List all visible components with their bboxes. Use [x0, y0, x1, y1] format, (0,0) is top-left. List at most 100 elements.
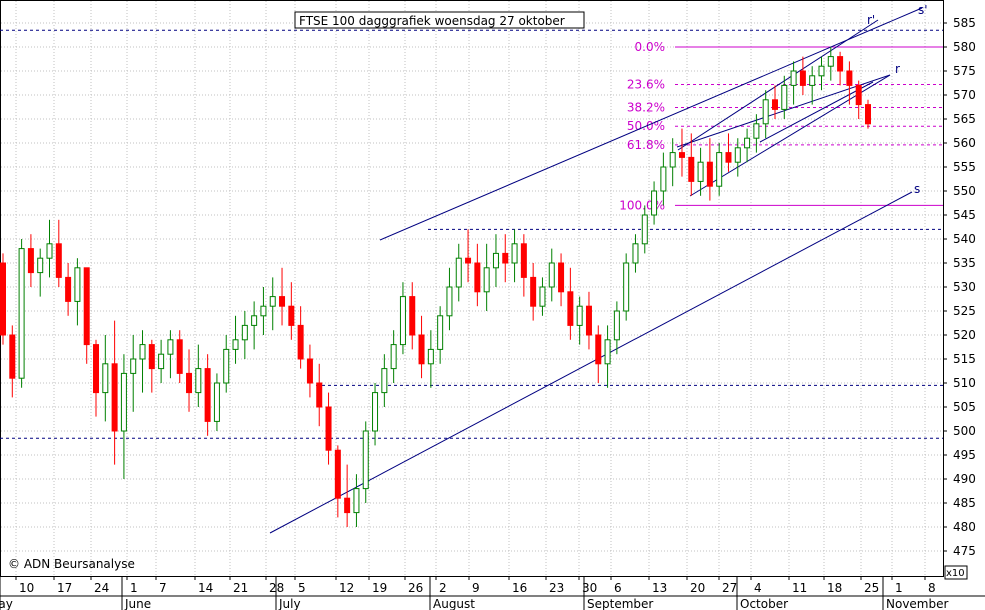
candle-down [520, 243, 527, 278]
candle-up [437, 315, 444, 350]
candle-down [725, 152, 732, 163]
x-day-label: 30 [582, 581, 597, 595]
y-tick-label: 515 [953, 352, 976, 366]
fib-level-label: 23.6% [627, 77, 665, 91]
candle-up [446, 286, 453, 317]
candle-up [483, 267, 490, 293]
candle-up [223, 348, 230, 384]
x-month-label: November [886, 597, 948, 610]
x-day-label: 1 [895, 581, 903, 595]
trendline [269, 191, 913, 534]
x-month-label: July [278, 597, 301, 610]
x-day-label: 13 [652, 581, 667, 595]
candle-down [502, 252, 509, 264]
copyright-text: © ADN Beursanalyse [8, 557, 135, 571]
x-day-label: 26 [408, 581, 423, 595]
candle-up [102, 363, 109, 394]
trendline [677, 19, 879, 151]
grid-layer [1, 1, 943, 576]
y-tick-label: 580 [953, 40, 976, 54]
candle-up [74, 267, 81, 302]
x-day-label: 4 [754, 581, 762, 595]
trendline-label-r: r [895, 62, 900, 76]
y-tick-label: 560 [953, 136, 976, 150]
candle-down [595, 334, 602, 365]
candle-up [260, 305, 267, 317]
y-tick-label: 585 [953, 16, 976, 30]
candle-up [195, 368, 202, 394]
candles [0, 47, 871, 527]
candle-up [353, 488, 360, 514]
candle-down [176, 339, 183, 374]
fib-level-label: 0.0% [635, 40, 666, 54]
y-tick-label: 480 [953, 520, 976, 534]
candle-up [37, 257, 44, 274]
candle-up [213, 382, 220, 422]
candle-down [409, 296, 416, 336]
candle-down [111, 363, 118, 432]
plot-area [0, 0, 944, 577]
candle-up [576, 305, 583, 326]
candle-down [558, 262, 565, 293]
candle-up [241, 324, 248, 341]
x-month-label: August [433, 597, 475, 610]
candle-down [297, 324, 304, 360]
candle-down [9, 334, 16, 379]
x-day-label: 5 [298, 581, 306, 595]
candle-down [688, 156, 695, 182]
y-tick-label: 540 [953, 232, 976, 246]
candle-up [251, 315, 258, 326]
candle-up [641, 214, 648, 245]
candle-down [148, 344, 155, 370]
candle-down [846, 70, 853, 86]
candle-up [734, 147, 741, 163]
y-tick-label: 520 [953, 328, 976, 342]
y-tick-label: 550 [953, 184, 976, 198]
candle-up [697, 161, 704, 182]
candle-up [660, 166, 667, 192]
y-tick-label: 485 [953, 496, 976, 510]
candle-up [604, 339, 611, 365]
candle-up [781, 84, 788, 110]
candle-up [548, 262, 555, 288]
candle-up [744, 137, 751, 149]
y-tick-label: 555 [953, 160, 976, 174]
candle-down [837, 56, 844, 72]
level-lines [0, 29, 943, 439]
candle-down [83, 267, 90, 346]
candle-up [762, 99, 769, 125]
candle-down [0, 262, 6, 336]
x-day-label: 28 [269, 581, 284, 595]
candle-up [623, 262, 630, 312]
candle-down [465, 257, 472, 264]
y-tick-label: 525 [953, 304, 976, 318]
candle-up [18, 248, 25, 379]
candle-up [455, 257, 462, 288]
candle-up [120, 372, 127, 432]
x-day-label: 14 [198, 581, 213, 595]
y-tick-label: 570 [953, 88, 976, 102]
candle-down [288, 305, 295, 326]
candle-up [632, 243, 639, 264]
y-tick-label: 575 [953, 64, 976, 78]
candle-up [381, 368, 388, 394]
x-day-label: 20 [690, 581, 705, 595]
y-tick-label: 535 [953, 256, 976, 270]
candle-down [344, 497, 351, 514]
x-day-label: 6 [614, 581, 622, 595]
candle-down [418, 334, 425, 365]
candle-up [818, 65, 825, 77]
candle-up [790, 70, 797, 86]
candle-up [539, 286, 546, 307]
x-month-label: May [0, 597, 13, 610]
x-day-label: 19 [372, 581, 387, 595]
candle-down [306, 358, 313, 384]
candle-up [809, 75, 816, 86]
candle-down [55, 243, 62, 278]
x-day-label: 8 [928, 581, 936, 595]
candle-down [855, 84, 862, 106]
x-day-label: 9 [472, 581, 480, 595]
candle-down [585, 305, 592, 336]
fibonacci-levels: 0.0%23.6%38.2%50.0%61.8%100.0% [619, 40, 943, 212]
